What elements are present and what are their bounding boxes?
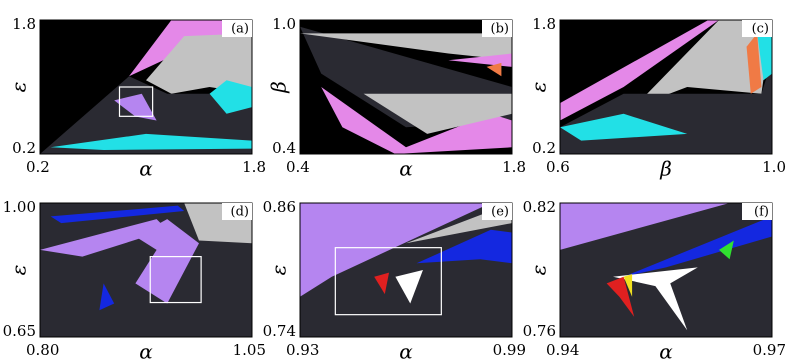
x-axis-label: β	[659, 157, 672, 181]
frame	[559, 202, 773, 338]
y-tick-label: 1.8	[532, 15, 556, 33]
panel-label-bg	[482, 20, 512, 37]
y-tick-label: 1.00	[3, 198, 36, 216]
region	[99, 283, 115, 311]
region	[363, 93, 512, 134]
panel: 0.2 1.8 0.2 1.8 α ε (a)	[7, 15, 267, 181]
region	[560, 203, 772, 337]
region	[209, 80, 252, 114]
y-tick-label: 0.4	[272, 139, 296, 157]
y-tick-label: 0.2	[12, 139, 36, 157]
x-tick-label: 1.0	[762, 158, 786, 176]
panel-label-bg	[742, 203, 772, 220]
panel: 0.93 0.99 0.74 0.86 α ε (e)	[263, 198, 526, 364]
panel-label-bg	[482, 203, 512, 220]
panel: 0.80 1.05 0.65 1.00 α ε (d)	[3, 198, 266, 364]
x-axis-label: α	[139, 340, 153, 364]
y-tick-label: 0.74	[263, 322, 296, 340]
y-axis-label: ε	[267, 265, 291, 276]
y-axis-label: ε	[527, 265, 551, 276]
region	[606, 276, 635, 317]
y-axis-label: β	[267, 81, 291, 94]
y-axis-label: ε	[7, 265, 31, 276]
region	[114, 93, 157, 121]
region	[560, 113, 688, 141]
y-tick-label: 1.8	[12, 15, 36, 33]
region	[613, 267, 698, 331]
zoom-box	[149, 256, 202, 304]
y-tick-label: 0.2	[532, 139, 556, 157]
x-tick-label: 0.99	[493, 341, 526, 359]
frame	[299, 202, 513, 338]
panel-label: (c)	[752, 22, 769, 37]
x-axis-label: α	[659, 340, 673, 364]
x-axis-label: α	[139, 157, 153, 181]
x-tick-label: 0.94	[546, 341, 579, 359]
y-tick-label: 1.0	[272, 15, 296, 33]
x-tick-label: 0.93	[286, 341, 319, 359]
frame	[39, 19, 253, 155]
region	[623, 216, 772, 277]
region	[300, 33, 512, 61]
panel: 0.6 1.0 0.2 1.8 β ε (c)	[527, 15, 787, 181]
region	[300, 203, 491, 297]
region	[50, 205, 185, 224]
panel-label-bg	[222, 20, 252, 37]
region	[448, 53, 512, 67]
y-tick-label: 0.76	[523, 322, 556, 340]
region	[746, 33, 762, 94]
x-tick-label: 1.05	[233, 341, 266, 359]
panel-label-bg	[222, 203, 252, 220]
panel-label-bg	[742, 20, 772, 37]
panel-label: (b)	[491, 22, 509, 37]
region	[135, 219, 199, 304]
region	[146, 33, 252, 94]
region	[560, 20, 719, 121]
y-tick-label: 0.65	[3, 322, 36, 340]
x-tick-label: 0.6	[546, 158, 570, 176]
region	[623, 274, 633, 297]
zoom-box	[334, 247, 442, 316]
panel-label: (a)	[231, 22, 249, 37]
x-tick-label: 0.97	[753, 341, 786, 359]
x-tick-label: 0.2	[26, 158, 50, 176]
x-tick-label: 0.80	[26, 341, 59, 359]
region	[321, 87, 512, 154]
panel-label: (d)	[231, 205, 249, 220]
region	[560, 203, 730, 250]
region	[40, 219, 168, 257]
region	[374, 272, 390, 295]
x-tick-label: 0.4	[286, 158, 310, 176]
region	[416, 229, 512, 264]
region	[395, 270, 423, 304]
panel: 0.94 0.97 0.76 0.82 α ε (f)	[523, 198, 786, 364]
region	[486, 62, 502, 77]
x-tick-label: 1.8	[242, 158, 266, 176]
frame	[559, 19, 773, 155]
x-tick-label: 1.8	[502, 158, 526, 176]
y-tick-label: 0.82	[523, 198, 556, 216]
zoom-box	[118, 86, 154, 117]
y-axis-label: ε	[7, 82, 31, 93]
panel: 0.4 1.8 0.4 1.0 α β (b)	[267, 15, 527, 181]
x-axis-label: α	[399, 340, 413, 364]
region	[634, 20, 772, 108]
region	[719, 240, 734, 260]
frame	[299, 19, 513, 155]
x-axis-label: α	[399, 157, 413, 181]
frame	[39, 202, 253, 338]
y-tick-label: 0.86	[263, 198, 296, 216]
region	[50, 133, 252, 150]
y-axis-label: ε	[527, 82, 551, 93]
panel-label: (e)	[491, 205, 509, 220]
panel-label: (f)	[754, 205, 769, 220]
